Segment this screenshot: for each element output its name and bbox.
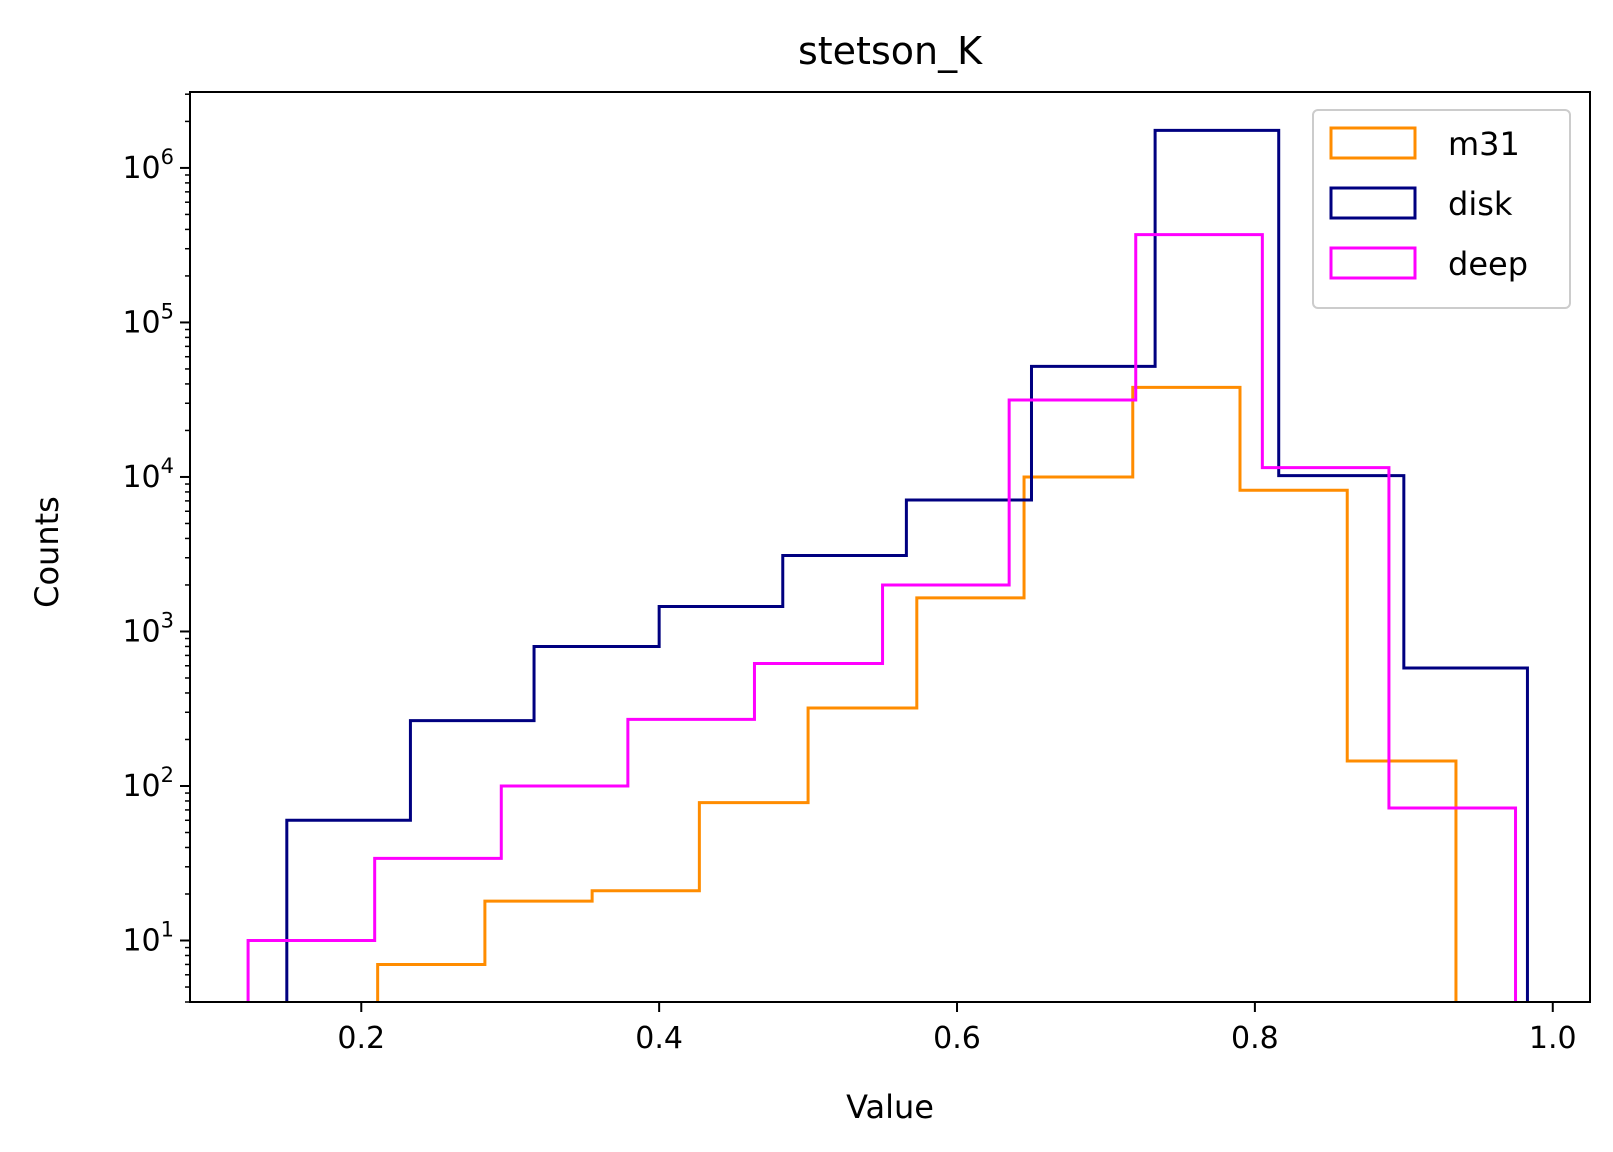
- x-tick-label: 0.6: [933, 1021, 981, 1056]
- y-tick-label: 106: [122, 145, 174, 186]
- legend-swatch-deep: [1329, 246, 1417, 280]
- y-tick-label: 104: [122, 454, 174, 495]
- histogram-series-disk: [285, 128, 1529, 1002]
- x-tick-label: 0.4: [635, 1021, 683, 1056]
- x-tick-label: 0.2: [337, 1021, 385, 1056]
- x-tick-label: 1.0: [1529, 1021, 1577, 1056]
- plot-frame: [189, 91, 1591, 1003]
- legend-label-disk: disk: [1448, 185, 1513, 223]
- plot-area: 0.2 0.4 0.6 0.8 1.0 101 102 103 104 105 106: [122, 91, 1591, 1056]
- histogram-series-deep: [246, 233, 1518, 1002]
- x-axis-title: Value: [846, 1088, 934, 1126]
- x-tick-label: 0.8: [1231, 1021, 1279, 1056]
- legend: m31 disk deep: [1312, 109, 1571, 309]
- legend-label-deep: deep: [1448, 245, 1528, 283]
- legend-swatch-m31: [1329, 126, 1417, 160]
- y-tick-label: 103: [122, 608, 174, 649]
- legend-label-m31: m31: [1448, 125, 1520, 163]
- y-tick-label: 101: [122, 918, 174, 959]
- y-tick-label: 102: [122, 763, 174, 804]
- y-tick-label: 105: [122, 299, 174, 340]
- y-axis-title: Counts: [28, 496, 66, 608]
- histogram-series-m31: [376, 385, 1458, 1002]
- series-group: [246, 128, 1529, 1002]
- legend-swatch-disk: [1329, 186, 1417, 220]
- chart-title: stetson_K: [798, 29, 983, 73]
